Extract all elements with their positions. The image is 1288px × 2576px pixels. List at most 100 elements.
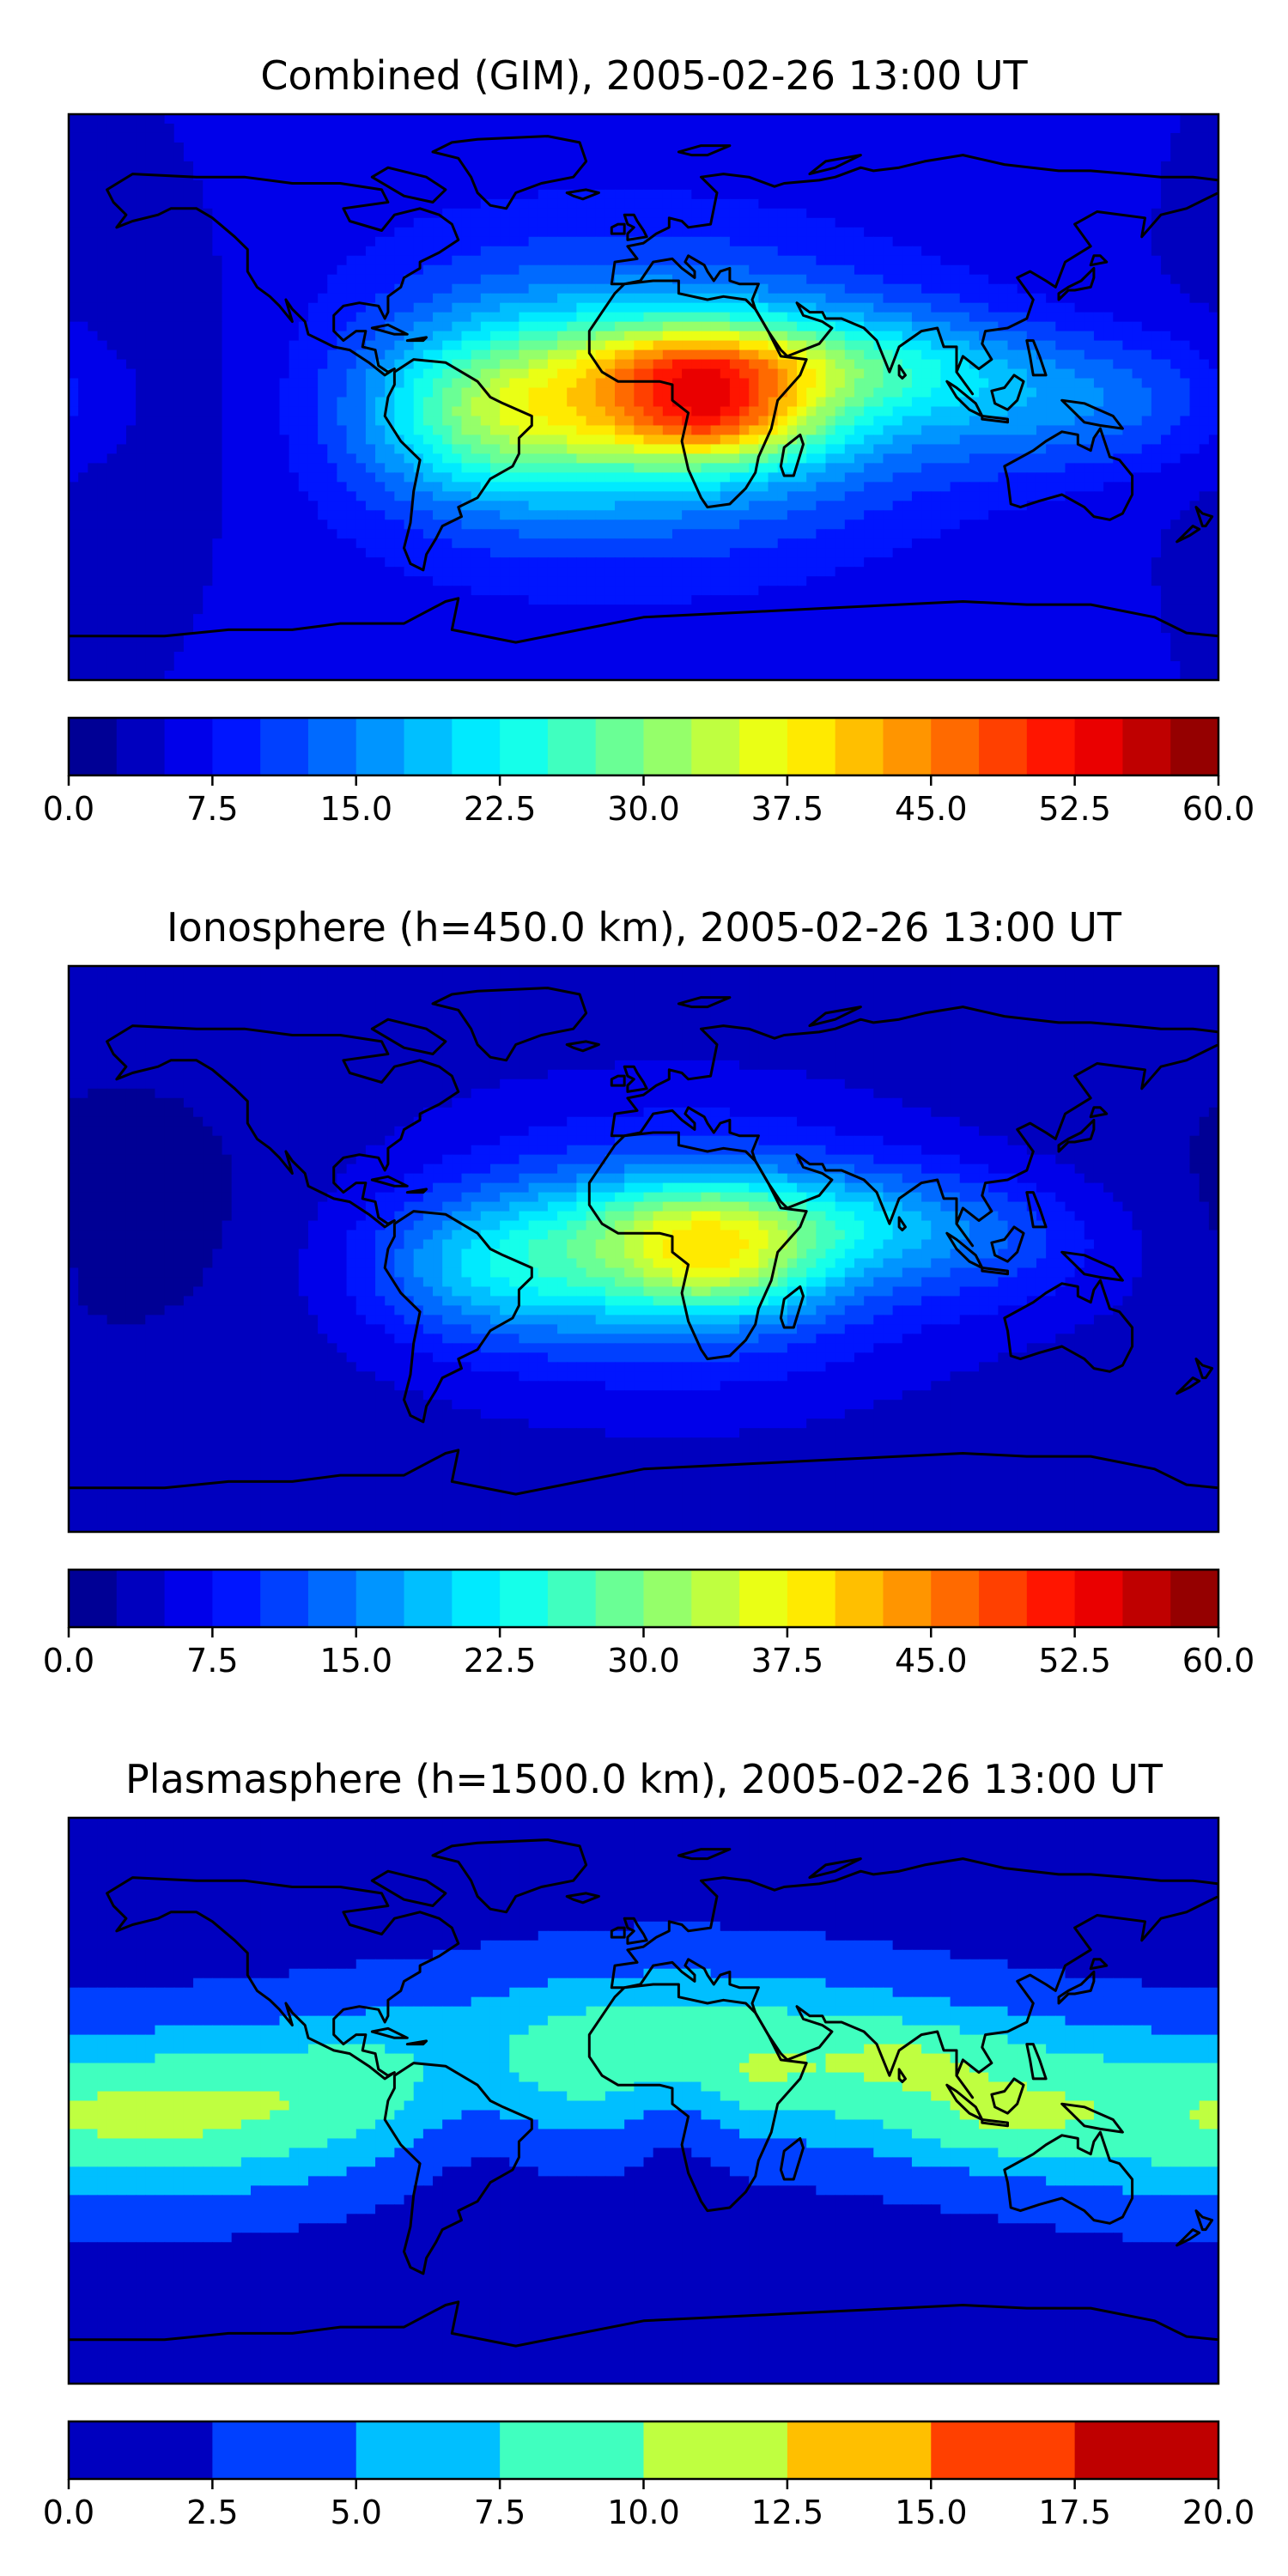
contour-cell <box>1141 349 1152 361</box>
contour-cell <box>212 491 223 501</box>
contour-cell <box>729 132 740 143</box>
contour-cell <box>892 198 903 210</box>
contour-cell <box>1026 302 1037 313</box>
contour-cell <box>892 283 903 295</box>
contour-cell <box>816 179 827 191</box>
contour-cell <box>203 283 213 295</box>
contour-cell <box>1208 321 1218 332</box>
contour-cell <box>787 302 798 313</box>
contour-cell <box>422 472 434 483</box>
contour-cell <box>106 114 118 125</box>
contour-cell <box>806 491 817 501</box>
contour-cell <box>1074 491 1085 501</box>
contour-cell <box>595 387 606 398</box>
contour-cell <box>864 482 874 492</box>
contour-cell <box>1093 340 1104 351</box>
contour-cell <box>346 349 357 361</box>
contour-cell <box>682 179 692 191</box>
contour-cell <box>173 283 185 295</box>
contour-cell <box>1151 236 1162 247</box>
contour-cell <box>1199 132 1210 143</box>
contour-cell <box>1103 179 1114 191</box>
contour-cell <box>931 179 942 191</box>
contour-cell <box>136 161 146 172</box>
contour-cell <box>979 378 989 389</box>
contour-cell <box>145 416 156 427</box>
contour-cell <box>433 321 443 332</box>
contour-cell <box>1103 378 1114 389</box>
contour-cell <box>557 349 568 361</box>
contour-cell <box>1161 482 1171 492</box>
contour-cell <box>88 349 99 361</box>
contour-cell <box>538 255 549 266</box>
contour-cell <box>1132 397 1143 408</box>
contour-cell <box>385 349 395 361</box>
contour-cell <box>1132 161 1143 172</box>
contour-cell <box>251 142 261 153</box>
contour-cell <box>78 217 88 228</box>
contour-cell <box>1122 340 1133 351</box>
contour-cell <box>173 491 185 501</box>
contour-cell <box>279 189 290 200</box>
contour-cell <box>1208 142 1218 153</box>
contour-cell <box>519 321 530 332</box>
contour-cell <box>873 151 884 162</box>
contour-cell <box>375 283 386 295</box>
contour-cell <box>720 472 731 483</box>
contour-cell <box>969 246 980 257</box>
contour-cell <box>375 453 386 464</box>
contour-cell <box>240 264 252 276</box>
contour-cell <box>1093 463 1104 473</box>
contour-cell <box>624 283 635 295</box>
contour-cell <box>787 453 798 464</box>
contour-cell <box>883 293 894 304</box>
contour-cell <box>959 114 970 125</box>
contour-cell <box>1132 189 1143 200</box>
contour-cell <box>433 368 443 380</box>
contour-cell <box>78 397 88 408</box>
contour-cell <box>298 274 309 285</box>
contour-cell <box>519 312 530 323</box>
contour-cell <box>106 255 118 266</box>
contour-cell <box>203 208 213 219</box>
contour-cell <box>1065 425 1076 436</box>
contour-cell <box>365 387 376 398</box>
contour-cell <box>892 368 903 380</box>
contour-cell <box>950 302 961 313</box>
contour-cell <box>489 236 501 247</box>
contour-cell <box>125 132 137 143</box>
contour-cell <box>327 349 338 361</box>
contour-cell <box>155 264 166 276</box>
contour-cell <box>183 482 194 492</box>
contour-cell <box>1141 255 1152 266</box>
contour-cell <box>940 283 951 295</box>
contour-cell <box>701 453 712 464</box>
contour-cell <box>979 179 989 191</box>
contour-cell <box>682 170 692 181</box>
contour-cell <box>797 378 807 389</box>
contour-cell <box>270 302 281 313</box>
contour-cell <box>318 397 328 408</box>
contour-cell <box>615 321 625 332</box>
contour-cell <box>892 482 903 492</box>
contour-cell <box>557 123 568 134</box>
contour-cell <box>797 293 807 304</box>
contour-cell <box>1046 482 1056 492</box>
contour-cell <box>586 482 597 492</box>
contour-cell <box>385 444 395 454</box>
contour-cell <box>471 397 482 408</box>
contour-cell <box>183 208 194 219</box>
contour-cell <box>346 482 357 492</box>
contour-cell <box>270 321 281 332</box>
contour-cell <box>864 359 874 370</box>
contour-cell <box>547 378 558 389</box>
contour-cell <box>78 293 88 304</box>
contour-cell <box>662 123 673 134</box>
contour-cell <box>787 274 798 285</box>
contour-cell <box>816 387 827 398</box>
contour-cell <box>404 246 415 257</box>
contour-cell <box>106 331 118 342</box>
contour-cell <box>940 114 951 125</box>
contour-cell <box>1017 264 1028 276</box>
contour-cell <box>173 416 185 427</box>
